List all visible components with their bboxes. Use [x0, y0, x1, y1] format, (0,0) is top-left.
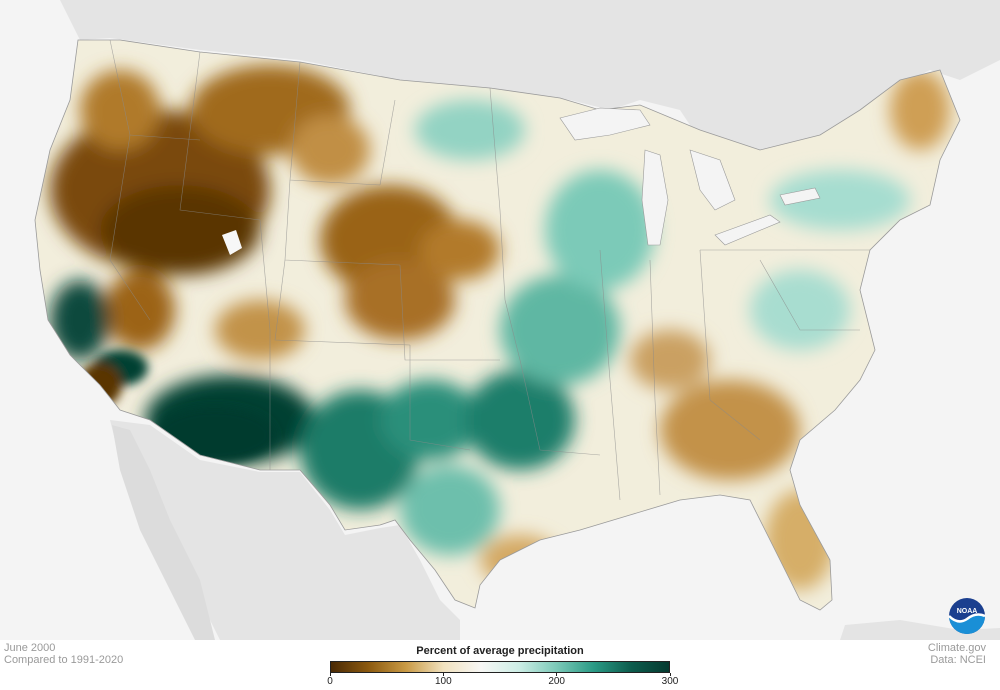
legend-tick-mark	[556, 673, 558, 676]
legend-tick-mark	[442, 673, 444, 676]
legend-tick-label: 200	[548, 676, 565, 687]
legend-color-bar	[330, 661, 670, 673]
legend-tick-label: 0	[327, 676, 333, 687]
precipitation-map: NOAA	[34, 0, 1000, 640]
baseline-label: Compared to 1991-2020	[4, 654, 124, 666]
caribbean-land	[840, 620, 1000, 640]
noaa-logo-text: NOAA	[957, 608, 978, 615]
legend-tick-mark	[329, 673, 331, 676]
lake-erie	[714, 214, 781, 246]
lake-superior	[559, 107, 651, 141]
legend-title: Percent of average precipitation	[416, 645, 584, 657]
period-label: June 2000	[4, 642, 56, 654]
legend-tick-label: 100	[434, 676, 452, 687]
noaa-logo: NOAA	[948, 598, 986, 634]
baja-peninsula	[112, 425, 215, 640]
us-outline	[34, 39, 961, 611]
legend-tick-mark	[669, 673, 671, 676]
map-footer: June 2000 Compared to 1991-2020 Percent …	[0, 640, 1000, 690]
site-credit: Climate.gov	[927, 642, 986, 654]
great-salt-lake	[222, 230, 242, 255]
canada-landmass	[60, 0, 1000, 170]
lake-michigan	[641, 149, 669, 246]
precipitation-field	[35, 40, 960, 610]
lake-huron	[689, 149, 736, 211]
map-canvas	[34, 0, 1000, 640]
data-source: Data: NCEI	[930, 654, 986, 666]
legend-tick-label: 300	[661, 676, 679, 687]
lake-ontario	[779, 187, 821, 206]
state-boundaries	[109, 40, 870, 501]
